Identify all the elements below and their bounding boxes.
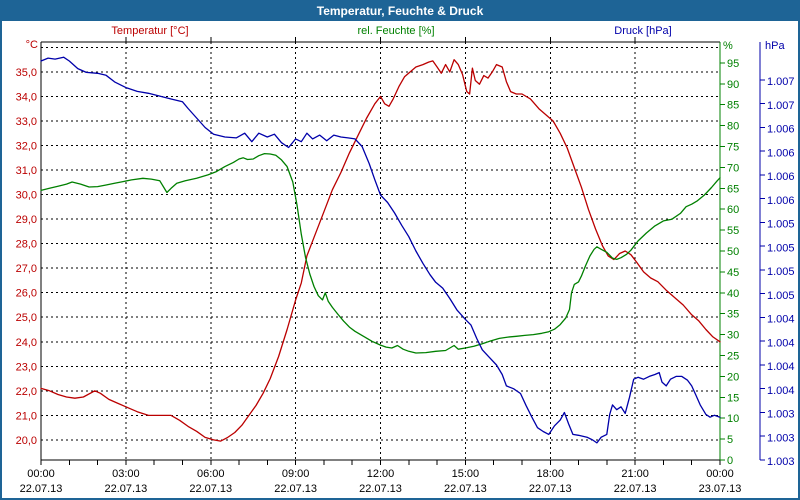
pressure-tick-label: 1.005 [767, 219, 795, 231]
x-date-label: 22.07.13 [359, 483, 402, 495]
humidity-tick-label: 35 [727, 309, 739, 321]
pressure-tick-label: 1.005 [767, 290, 795, 302]
humidity-tick-label: 15 [727, 392, 739, 404]
humidity-series-label: rel. Feuchte [%] [357, 25, 435, 37]
pressure-tick-label: 1.007 [767, 100, 795, 112]
pressure-tick-label: 1.003 [767, 409, 795, 421]
pressure-tick-label: 1.006 [767, 195, 795, 207]
humidity-tick-label: 90 [727, 79, 739, 91]
temperature-tick-label: 33,0 [16, 116, 37, 128]
pressure-tick-label: 1.004 [767, 385, 795, 397]
pressure-series-label: Druck [hPa] [614, 25, 672, 37]
humidity-axis-unit: % [723, 40, 733, 52]
temperature-tick-label: 26,0 [16, 288, 37, 300]
temperature-tick-label: 22,0 [16, 386, 37, 398]
x-date-label: 22.07.13 [20, 483, 63, 495]
temperature-tick-label: 27,0 [16, 263, 37, 275]
humidity-tick-label: 45 [727, 267, 739, 279]
x-time-label: 21:00 [621, 468, 649, 480]
temperature-tick-label: 32,0 [16, 141, 37, 153]
pressure-tick-label: 1.004 [767, 361, 795, 373]
pressure-tick-label: 1.003 [767, 432, 795, 444]
temperature-tick-label: 34,0 [16, 91, 37, 103]
humidity-tick-label: 50 [727, 246, 739, 258]
humidity-tick-label: 30 [727, 330, 739, 342]
pressure-tick-label: 1.003 [767, 456, 795, 468]
pressure-axis-unit: hPa [765, 40, 785, 52]
pressure-tick-label: 1.004 [767, 337, 795, 349]
humidity-tick-label: 60 [727, 204, 739, 216]
temperature-tick-label: 23,0 [16, 361, 37, 373]
pressure-tick-label: 1.005 [767, 242, 795, 254]
humidity-tick-label: 0 [727, 455, 733, 467]
x-date-label: 22.07.13 [104, 483, 147, 495]
humidity-tick-label: 40 [727, 288, 739, 300]
x-date-label: 22.07.13 [444, 483, 487, 495]
humidity-tick-label: 5 [727, 434, 733, 446]
humidity-tick-label: 10 [727, 413, 739, 425]
humidity-tick-label: 55 [727, 225, 739, 237]
temperature-tick-label: 25,0 [16, 312, 37, 324]
x-time-label: 12:00 [367, 468, 395, 480]
pressure-tick-label: 1.006 [767, 171, 795, 183]
humidity-tick-label: 85 [727, 100, 739, 112]
temperature-tick-label: 29,0 [16, 214, 37, 226]
humidity-tick-label: 75 [727, 142, 739, 154]
humidity-tick-label: 20 [727, 371, 739, 383]
temperature-tick-label: 28,0 [16, 239, 37, 251]
curve-temperature [40, 59, 721, 442]
pressure-tick-label: 1.005 [767, 266, 795, 278]
x-time-label: 06:00 [197, 468, 225, 480]
x-date-label: 22.07.13 [614, 483, 657, 495]
humidity-tick-label: 95 [727, 58, 739, 70]
curve-humidity [40, 152, 721, 354]
x-time-label: 18:00 [536, 468, 564, 480]
temperature-tick-label: 35,0 [16, 67, 37, 79]
pressure-tick-label: 1.006 [767, 124, 795, 136]
x-time-label: 00:00 [27, 468, 55, 480]
temperature-series-label: Temperatur [°C] [111, 25, 189, 37]
humidity-tick-label: 25 [727, 351, 739, 363]
x-date-label: 22.07.13 [274, 483, 317, 495]
title-bar: Temperatur, Feuchte & Druck [2, 2, 798, 21]
pressure-tick-label: 1.006 [767, 147, 795, 159]
humidity-tick-label: 80 [727, 121, 739, 133]
humidity-tick-label: 65 [727, 183, 739, 195]
x-date-label: 22.07.13 [189, 483, 232, 495]
x-time-label: 09:00 [282, 468, 310, 480]
pressure-tick-label: 1.007 [767, 76, 795, 88]
humidity-tick-label: 70 [727, 162, 739, 174]
x-time-label: 00:00 [706, 468, 734, 480]
x-time-label: 03:00 [112, 468, 140, 480]
temperature-tick-label: 31,0 [16, 165, 37, 177]
pressure-tick-label: 1.004 [767, 314, 795, 326]
x-date-label: 23.07.13 [699, 483, 742, 495]
temperature-tick-label: 20,0 [16, 435, 37, 447]
x-time-label: 15:00 [452, 468, 480, 480]
curve-pressure [40, 56, 721, 444]
temperature-tick-label: 30,0 [16, 190, 37, 202]
x-date-label: 22.07.13 [529, 483, 572, 495]
temperature-tick-label: 24,0 [16, 337, 37, 349]
temperature-tick-label: 21,0 [16, 410, 37, 422]
temperature-axis-unit: °C [25, 39, 38, 51]
